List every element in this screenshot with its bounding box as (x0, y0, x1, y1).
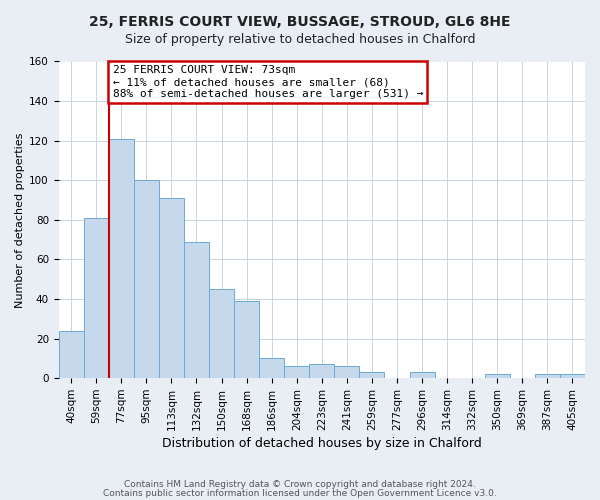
Y-axis label: Number of detached properties: Number of detached properties (15, 132, 25, 308)
Bar (134, 180, 159, 378)
Text: Size of property relative to detached houses in Chalford: Size of property relative to detached ho… (125, 32, 475, 46)
Bar (84, 218, 109, 378)
Bar (309, 364, 334, 378)
Bar (535, 374, 560, 378)
Bar (234, 301, 259, 378)
Bar (410, 372, 434, 378)
Bar (209, 289, 234, 378)
Bar (485, 374, 510, 378)
Text: 25 FERRIS COURT VIEW: 73sqm
← 11% of detached houses are smaller (68)
88% of sem: 25 FERRIS COURT VIEW: 73sqm ← 11% of det… (113, 66, 423, 98)
Bar (59, 330, 84, 378)
Text: Contains HM Land Registry data © Crown copyright and database right 2024.: Contains HM Land Registry data © Crown c… (124, 480, 476, 489)
Bar (334, 366, 359, 378)
Bar (184, 242, 209, 378)
X-axis label: Distribution of detached houses by size in Chalford: Distribution of detached houses by size … (162, 437, 482, 450)
Text: Contains public sector information licensed under the Open Government Licence v3: Contains public sector information licen… (103, 488, 497, 498)
Text: 25, FERRIS COURT VIEW, BUSSAGE, STROUD, GL6 8HE: 25, FERRIS COURT VIEW, BUSSAGE, STROUD, … (89, 15, 511, 29)
Bar (259, 358, 284, 378)
Bar (284, 366, 309, 378)
Bar (560, 374, 585, 378)
Bar (359, 372, 385, 378)
Bar (109, 138, 134, 378)
Bar (159, 198, 184, 378)
